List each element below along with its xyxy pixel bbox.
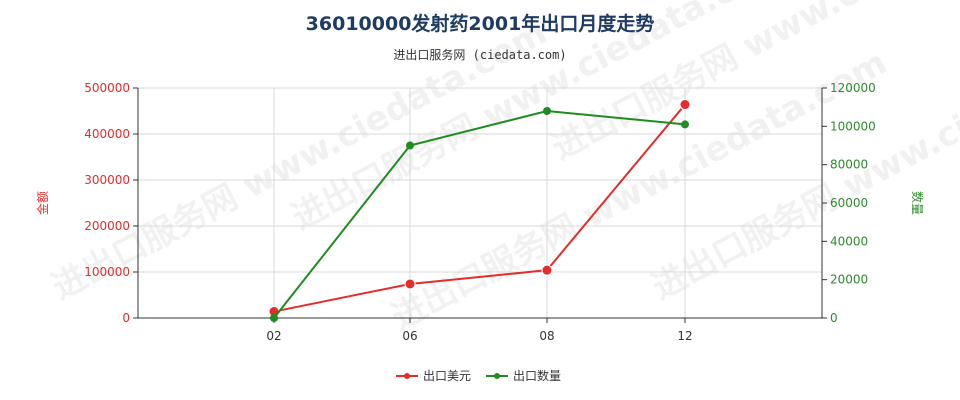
series-line-0	[273, 103, 686, 313]
data-point-1-3	[681, 120, 689, 129]
y-left-tick-label: 100000	[84, 265, 130, 279]
x-tick-label: 02	[266, 329, 281, 343]
x-tick-label: 06	[402, 329, 417, 343]
legend-marker-0	[404, 373, 410, 379]
y-left-tick-label: 0	[122, 311, 130, 325]
y-right-tick-label: 100000	[830, 119, 876, 133]
x-tick-label: 08	[539, 329, 554, 343]
series-line-1	[273, 109, 686, 319]
y-right-tick-label: 80000	[830, 158, 868, 172]
data-point-1-1	[406, 141, 414, 150]
y-left-tick-label: 400000	[84, 127, 130, 141]
data-point-1-0	[270, 314, 278, 322]
data-point-0-1	[404, 278, 416, 290]
y-left-tick-label: 200000	[84, 219, 130, 233]
chart-subtitle: 进出口服务网 (ciedata.com)	[393, 47, 566, 62]
data-point-1-2	[543, 107, 551, 115]
axes: 0 100000 200000 300000 400000 500000 0 20000 400…	[84, 81, 876, 343]
legend-label: 出口美元	[423, 369, 471, 383]
y-right-tick-label: 0	[830, 311, 838, 325]
chart-title: 36010000发射药2001年出口月度走势	[306, 12, 655, 35]
y-left-tick-label: 500000	[84, 81, 130, 95]
data-point-0-3	[679, 99, 691, 111]
legend[interactable]: 出口美元 出口数量	[396, 368, 561, 383]
x-tick-label: 12	[677, 329, 692, 343]
legend-marker-1	[494, 373, 500, 379]
y-left-axis-label: 金额	[35, 191, 50, 215]
y-right-tick-label: 120000	[830, 81, 876, 95]
series-layer	[268, 99, 691, 322]
data-point-0-2	[541, 264, 553, 276]
y-right-tick-label: 40000	[830, 234, 868, 248]
legend-label: 出口数量	[513, 368, 561, 383]
y-right-tick-label: 60000	[830, 196, 868, 210]
y-right-axis-label: 数量	[910, 191, 925, 215]
y-left-tick-label: 300000	[84, 173, 130, 187]
y-right-tick-label: 20000	[830, 273, 868, 287]
